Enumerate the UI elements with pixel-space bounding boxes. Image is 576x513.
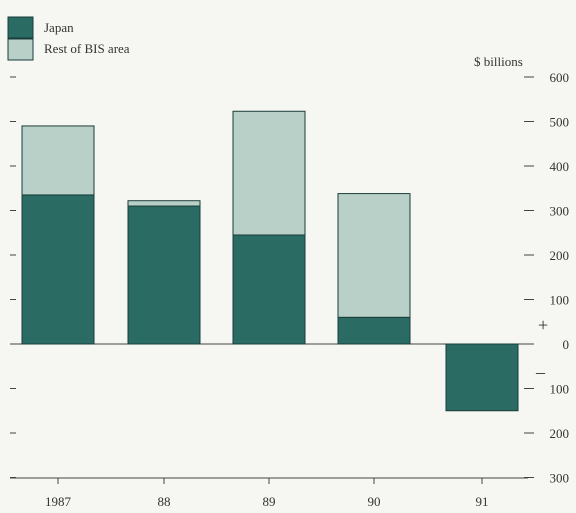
- legend-swatch-rest: [7, 38, 34, 61]
- bar-rest-of-bis: [337, 193, 411, 318]
- x-tick-label: 88: [158, 494, 171, 509]
- y-tick-label: 0: [563, 337, 570, 352]
- bar-japan: [127, 205, 201, 345]
- y-tick-label: 200: [550, 426, 570, 441]
- y-axis-unit-label: $ billions: [474, 54, 523, 69]
- y-tick-label: 100: [550, 293, 570, 308]
- bars: [21, 110, 519, 412]
- x-tick-label: 1987: [45, 494, 72, 509]
- x-tick-labels: 1987 88 89 90 91: [45, 494, 489, 509]
- y-tick-label: 300: [550, 471, 570, 486]
- y-tick-label: 300: [550, 204, 570, 219]
- y-tick-label: 400: [550, 159, 570, 174]
- axes: 600 500 400 300 200 100 0 100 200 300: [10, 70, 569, 486]
- y-tick-label: 500: [550, 115, 570, 130]
- x-tick-label: 89: [263, 494, 276, 509]
- y-tick-label: 600: [550, 70, 570, 85]
- x-tick-label: 91: [476, 494, 489, 509]
- bar-japan: [232, 234, 306, 345]
- bar-rest-of-bis: [21, 125, 95, 196]
- legend: Japan Rest of BIS area: [7, 16, 130, 61]
- bar-japan: [21, 194, 95, 345]
- bar-japan: [445, 343, 519, 412]
- legend-swatch-japan: [7, 16, 34, 39]
- bar-rest-of-bis: [127, 200, 201, 207]
- legend-label-rest: Rest of BIS area: [44, 41, 130, 56]
- negative-sign: –: [535, 362, 546, 382]
- y-tick-label: 200: [550, 248, 570, 263]
- bar-japan: [337, 316, 411, 345]
- legend-label-japan: Japan: [44, 20, 74, 35]
- bar-rest-of-bis: [232, 110, 306, 236]
- positive-sign: +: [538, 315, 548, 335]
- y-tick-label: 100: [550, 382, 570, 397]
- x-tick-label: 90: [368, 494, 381, 509]
